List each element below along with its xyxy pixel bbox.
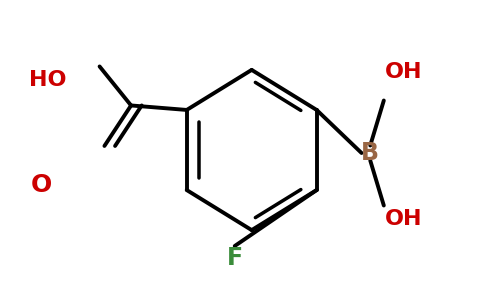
Text: O: O <box>30 172 52 197</box>
Text: F: F <box>227 246 243 270</box>
Text: B: B <box>361 141 379 165</box>
Text: OH: OH <box>385 62 422 82</box>
Text: OH: OH <box>385 209 422 229</box>
Text: HO: HO <box>29 70 66 89</box>
